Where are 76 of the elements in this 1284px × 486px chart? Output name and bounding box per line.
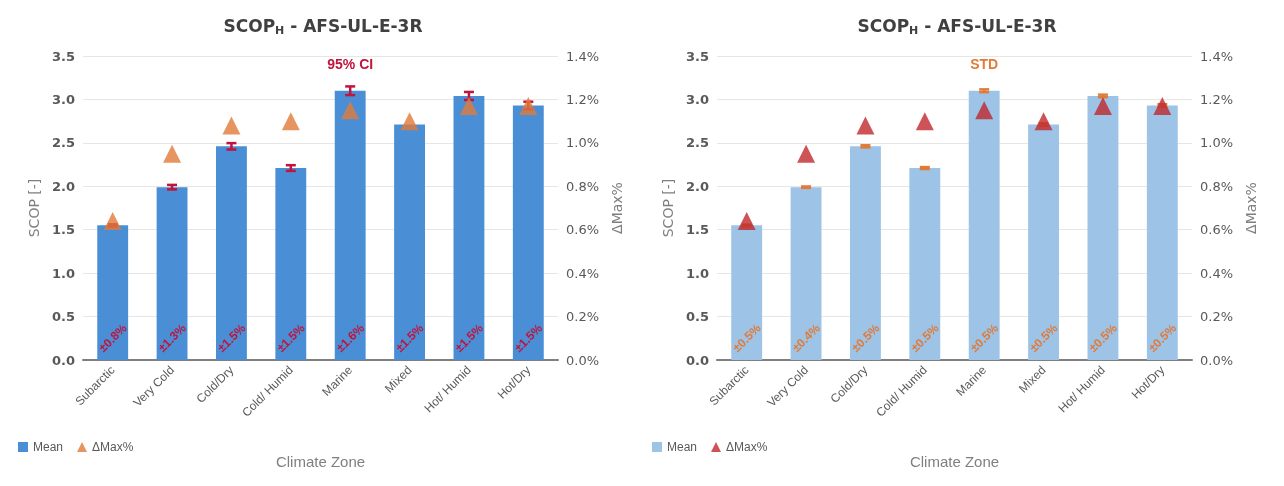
- point: [222, 116, 241, 135]
- y2-tick-label: 1.2%: [1200, 91, 1234, 107]
- bar: [1028, 124, 1059, 360]
- y2-axis-title: ΔMax%: [608, 182, 625, 234]
- y2-tick-label: 1.4%: [566, 48, 600, 64]
- point: [975, 101, 994, 120]
- point: [1093, 96, 1112, 115]
- y2-tick-label: 0.2%: [1200, 309, 1234, 325]
- point: [915, 112, 934, 131]
- y-tick-label: 1.0: [685, 265, 709, 281]
- y-axis-title: SCOP [-]: [660, 178, 676, 238]
- legend-label: Mean: [33, 440, 64, 454]
- bar: [275, 168, 307, 360]
- legend-label: Mean: [667, 440, 698, 454]
- point: [737, 212, 756, 231]
- bar: [731, 225, 763, 360]
- point: [1034, 112, 1053, 131]
- point: [103, 212, 122, 231]
- bar: [1087, 95, 1119, 360]
- y-tick-label: 2.5: [685, 135, 709, 151]
- bar: [850, 146, 881, 360]
- y-tick-label: 1.0: [51, 265, 75, 281]
- point: [163, 144, 182, 163]
- bar: [97, 225, 129, 360]
- y-tick-label: 2.5: [51, 135, 75, 151]
- y-tick-label: 1.5: [51, 222, 75, 238]
- bar: [216, 146, 247, 360]
- y2-tick-label: 1.4%: [1200, 48, 1234, 64]
- y-tick-label: 3.5: [685, 48, 709, 64]
- y2-tick-label: 0.4%: [1200, 265, 1234, 281]
- point: [797, 144, 816, 163]
- y-tick-label: 3.5: [51, 48, 75, 64]
- y-tick-label: 1.5: [685, 222, 709, 238]
- legend-label: ΔMax%: [726, 440, 768, 454]
- y-tick-label: 0.5: [51, 309, 75, 325]
- y-tick-label: 0.0: [51, 352, 75, 368]
- y2-axis-title: ΔMax%: [1242, 182, 1259, 234]
- point: [519, 96, 538, 115]
- point: [281, 112, 300, 131]
- annotation: STD: [970, 56, 999, 72]
- x-axis-title: Climate Zone: [909, 453, 1000, 470]
- annotation: 95% CI: [327, 56, 374, 72]
- bar: [512, 105, 544, 360]
- y2-tick-label: 0.6%: [566, 222, 600, 238]
- bar: [394, 124, 425, 360]
- bar: [968, 90, 1000, 360]
- point: [856, 116, 875, 135]
- y2-tick-label: 1.0%: [1200, 135, 1234, 151]
- legend-label: ΔMax%: [92, 440, 134, 454]
- bar: [1146, 105, 1178, 360]
- bar: [453, 95, 485, 360]
- y-tick-label: 0.0: [685, 352, 709, 368]
- y2-tick-label: 0.8%: [1200, 178, 1234, 194]
- y2-tick-label: 0.2%: [566, 309, 600, 325]
- point: [400, 112, 419, 131]
- y-tick-label: 2.0: [51, 178, 75, 194]
- y2-tick-label: 0.6%: [1200, 222, 1234, 238]
- y2-tick-label: 1.0%: [566, 135, 600, 151]
- y2-tick-label: 0.0%: [566, 352, 600, 368]
- y-axis-title: SCOP [-]: [26, 178, 42, 238]
- x-axis-title: Climate Zone: [275, 453, 366, 470]
- y-tick-label: 2.0: [685, 178, 709, 194]
- y-tick-label: 0.5: [685, 309, 709, 325]
- bar: [334, 90, 366, 360]
- point: [459, 96, 478, 115]
- point: [1153, 96, 1172, 115]
- y2-tick-label: 0.8%: [566, 178, 600, 194]
- bar: [790, 187, 822, 360]
- y-tick-label: 3.0: [51, 91, 75, 107]
- bar: [156, 187, 188, 360]
- point: [341, 101, 360, 120]
- y2-tick-label: 0.4%: [566, 265, 600, 281]
- y-tick-label: 3.0: [685, 91, 709, 107]
- bar: [909, 168, 941, 360]
- y2-tick-label: 0.0%: [1200, 352, 1234, 368]
- y2-tick-label: 1.2%: [566, 91, 600, 107]
